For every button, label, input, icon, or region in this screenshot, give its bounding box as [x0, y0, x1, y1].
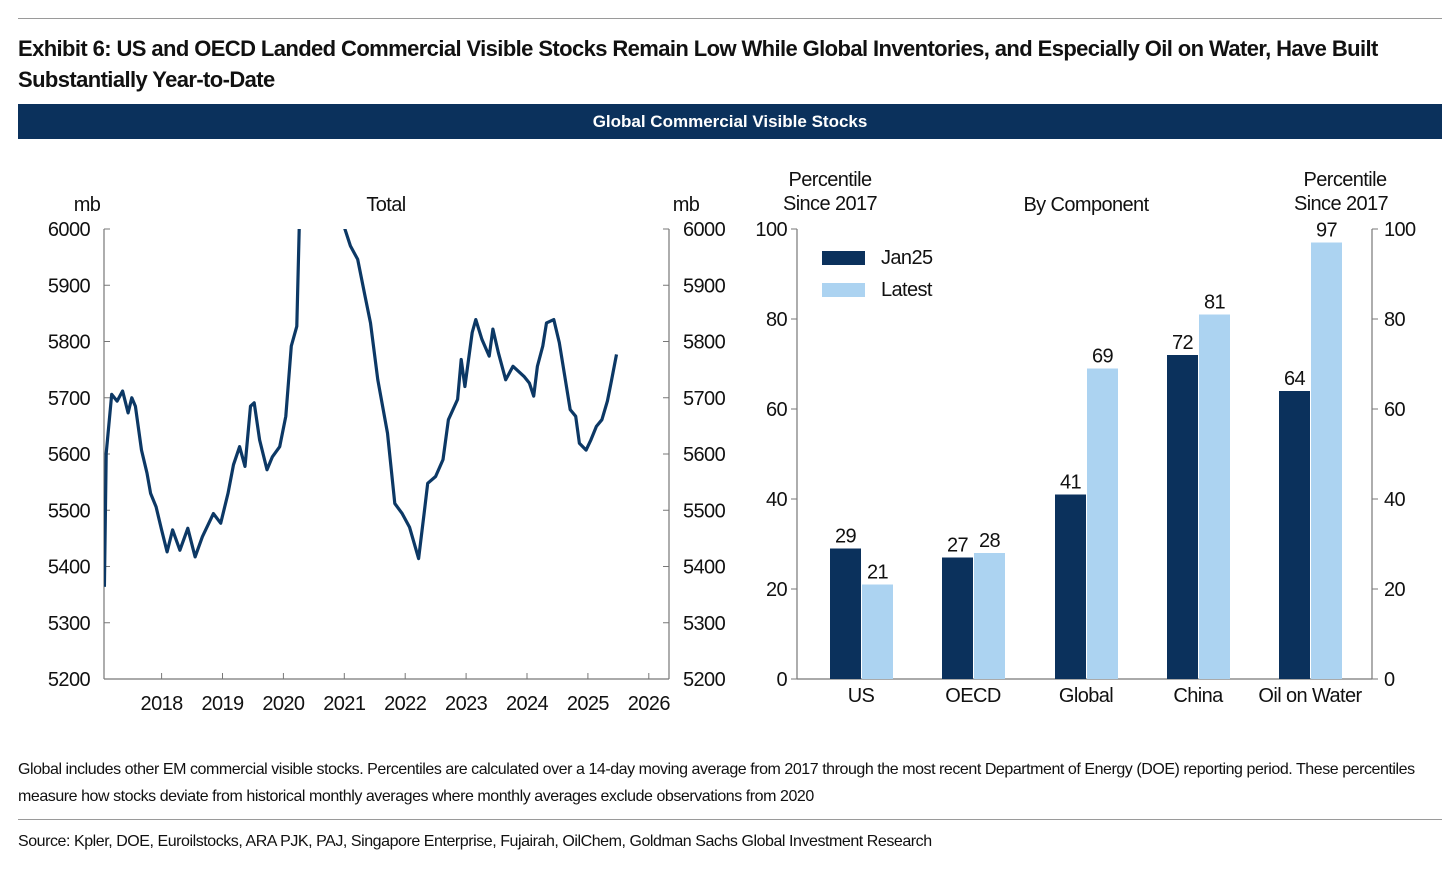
- x-tick-label: 2020: [262, 693, 305, 715]
- y-tick-label-right: 5300: [683, 613, 726, 635]
- x-tick-label: 2018: [141, 693, 184, 715]
- bar-y-tick-label-left: 60: [766, 399, 788, 421]
- bar-y-tick-label-right: 80: [1384, 309, 1406, 331]
- y-tick-label-right: 5500: [683, 500, 726, 522]
- bar-category-label: OECD: [945, 685, 1001, 707]
- y-tick-label-left: 5300: [48, 613, 91, 635]
- bar-latest: [1087, 368, 1118, 679]
- bar-jan25: [830, 548, 861, 679]
- bar-jan25: [942, 557, 973, 679]
- bar-y-tick-label-left: 0: [776, 669, 787, 691]
- y-tick-label-right: 5200: [683, 669, 726, 691]
- y-tick-label-right: 6000: [683, 219, 726, 241]
- x-tick-label: 2019: [201, 693, 244, 715]
- y-tick-label-left: 5900: [48, 275, 91, 297]
- bar-category-label: China: [1173, 685, 1224, 707]
- y-tick-label-left: 5800: [48, 332, 91, 354]
- bar-y-tick-label-left: 80: [766, 309, 788, 331]
- bar-y-tick-label-right: 0: [1384, 669, 1395, 691]
- bar-value-label: 81: [1204, 292, 1226, 314]
- x-tick-label: 2023: [445, 693, 488, 715]
- bar-category-label: US: [848, 685, 875, 707]
- exhibit-title: Exhibit 6: US and OECD Landed Commercial…: [18, 36, 1378, 92]
- bar-value-label: 41: [1060, 472, 1082, 494]
- bar-y-tick-label-right: 100: [1384, 219, 1416, 241]
- y-tick-label-right: 5700: [683, 388, 726, 410]
- y-axis-label-right: mb: [673, 194, 700, 216]
- source-note: Source: Kpler, DOE, Euroilstocks, ARA PJ…: [18, 833, 932, 850]
- bar-value-label: 72: [1172, 332, 1194, 354]
- y-tick-label-left: 5500: [48, 500, 91, 522]
- bar-y-axis-label-left-line2: Since 2017: [783, 193, 878, 215]
- bar-y-tick-label-right: 40: [1384, 489, 1406, 511]
- bar-jan25: [1279, 391, 1310, 679]
- bar-y-tick-label-left: 20: [766, 579, 788, 601]
- bar-latest: [1199, 314, 1230, 679]
- bar-value-label: 97: [1316, 220, 1338, 242]
- bar-latest: [1311, 242, 1342, 679]
- bar-latest: [974, 553, 1005, 679]
- bar-y-axis-label-right-line2: Since 2017: [1294, 193, 1389, 215]
- x-tick-label: 2022: [384, 693, 427, 715]
- footnote-rule: [18, 819, 1442, 820]
- y-axis-label-left: mb: [74, 194, 101, 216]
- bar-value-label: 64: [1284, 368, 1306, 390]
- bar-y-tick-label-right: 20: [1384, 579, 1406, 601]
- x-tick-label: 2021: [323, 693, 366, 715]
- bar-value-label: 28: [979, 530, 1001, 552]
- legend-swatch-latest: [822, 283, 865, 297]
- chart-banner: Global Commercial Visible Stocks: [18, 104, 1442, 139]
- bar-y-axis-label-left-line1: Percentile: [789, 169, 872, 191]
- y-tick-label-right: 5400: [683, 557, 726, 579]
- y-tick-label-right: 5800: [683, 332, 726, 354]
- y-tick-label-left: 5600: [48, 444, 91, 466]
- bar-jan25: [1167, 355, 1198, 679]
- legend-swatch-jan25: [822, 251, 865, 265]
- x-tick-label: 2024: [506, 693, 549, 715]
- chart-area: 5200 5200 5300 5300 5400 5400 5500 5500 5600 5600…: [48, 169, 1417, 715]
- bar-y-tick-label-left: 100: [755, 219, 787, 241]
- y-tick-label-left: 5700: [48, 388, 91, 410]
- x-tick-label: 2025: [567, 693, 610, 715]
- bar-y-tick-label-left: 40: [766, 489, 788, 511]
- y-tick-label-left: 5200: [48, 669, 91, 691]
- bar-value-label: 29: [835, 526, 857, 548]
- y-tick-label-left: 6000: [48, 219, 91, 241]
- bar-value-label: 69: [1092, 346, 1114, 368]
- bar-value-label: 27: [947, 535, 969, 557]
- bar-y-tick-label-right: 60: [1384, 399, 1406, 421]
- bar-jan25: [1055, 494, 1086, 679]
- x-tick-label: 2026: [628, 693, 671, 715]
- bar-latest: [862, 584, 893, 679]
- legend-label-jan25: Jan25: [881, 247, 933, 269]
- top-rule: [18, 18, 1442, 19]
- y-tick-label-right: 5900: [683, 275, 726, 297]
- y-tick-label-left: 5400: [48, 557, 91, 579]
- y-tick-label-right: 5600: [683, 444, 726, 466]
- line-chart-title: Total: [366, 194, 405, 216]
- bar-value-label: 21: [867, 562, 889, 584]
- bar-chart-title: By Component: [1023, 194, 1149, 216]
- bar-category-label: Oil on Water: [1258, 685, 1362, 707]
- legend-label-latest: Latest: [881, 279, 933, 301]
- footnote: Global includes other EM commercial visi…: [18, 761, 1415, 805]
- bar-category-label: Global: [1059, 685, 1113, 707]
- total-stocks-line: [104, 229, 619, 587]
- bar-y-axis-label-right-line1: Percentile: [1304, 169, 1387, 191]
